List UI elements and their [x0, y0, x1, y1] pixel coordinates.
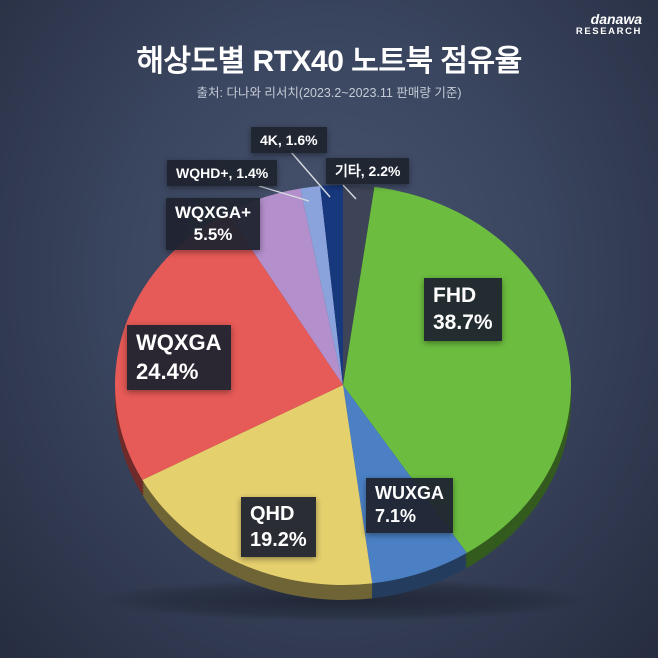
label-wuxga-name: WUXGA [375, 483, 444, 503]
label-etc-text: 기타, 2.2% [335, 163, 401, 179]
label-wqxga: WQXGA 24.4% [127, 325, 231, 391]
logo-research-text: RESEARCH [575, 26, 642, 38]
pie-slice-fhd [343, 186, 571, 553]
callout-line-wqhd-plus [258, 185, 310, 202]
label-wqxga-plus: WQXGA+ 5.5% [166, 198, 261, 251]
label-qhd-value: 19.2% [250, 529, 307, 551]
label-4k: 4K, 1.6% [251, 127, 327, 154]
label-fhd-name: FHD [433, 284, 477, 307]
pie-slice-4k [320, 185, 343, 385]
label-wqxga-name: WQXGA [136, 330, 222, 355]
danawa-research-logo: danawa RESEARCH [575, 11, 642, 38]
label-qhd-name: QHD [250, 503, 295, 525]
callout-line-etc [342, 184, 357, 200]
label-wqhd-plus-text: WQHD+, 1.4% [176, 165, 269, 181]
label-wqxga-plus-name: WQXGA+ [175, 203, 252, 222]
chart-title: 해상도별 RTX40 노트북 점유율 [136, 45, 522, 78]
label-wqxga-value: 24.4% [136, 358, 199, 384]
label-wqhd-plus: WQHD+, 1.4% [167, 160, 278, 187]
label-qhd: QHD 19.2% [241, 497, 316, 557]
pie-ground-shadow [98, 578, 588, 622]
label-4k-text: 4K, 1.6% [260, 132, 318, 148]
label-wqxga-plus-value: 5.5% [193, 225, 233, 245]
label-fhd: FHD 38.7% [424, 278, 502, 341]
pie-slice-etc [343, 185, 375, 385]
label-etc: 기타, 2.2% [326, 158, 410, 185]
chart-source: 출처: 다나와 리서치(2023.2~2023.11 판매량 기준) [196, 86, 462, 100]
callout-line-4k [290, 151, 331, 198]
label-fhd-value: 38.7% [433, 311, 493, 335]
label-wuxga-value: 7.1% [375, 506, 417, 527]
logo-danawa-text: danawa [590, 11, 642, 27]
label-wuxga: WUXGA 7.1% [366, 478, 453, 533]
pie-slice-wqhd-plus [300, 186, 343, 385]
